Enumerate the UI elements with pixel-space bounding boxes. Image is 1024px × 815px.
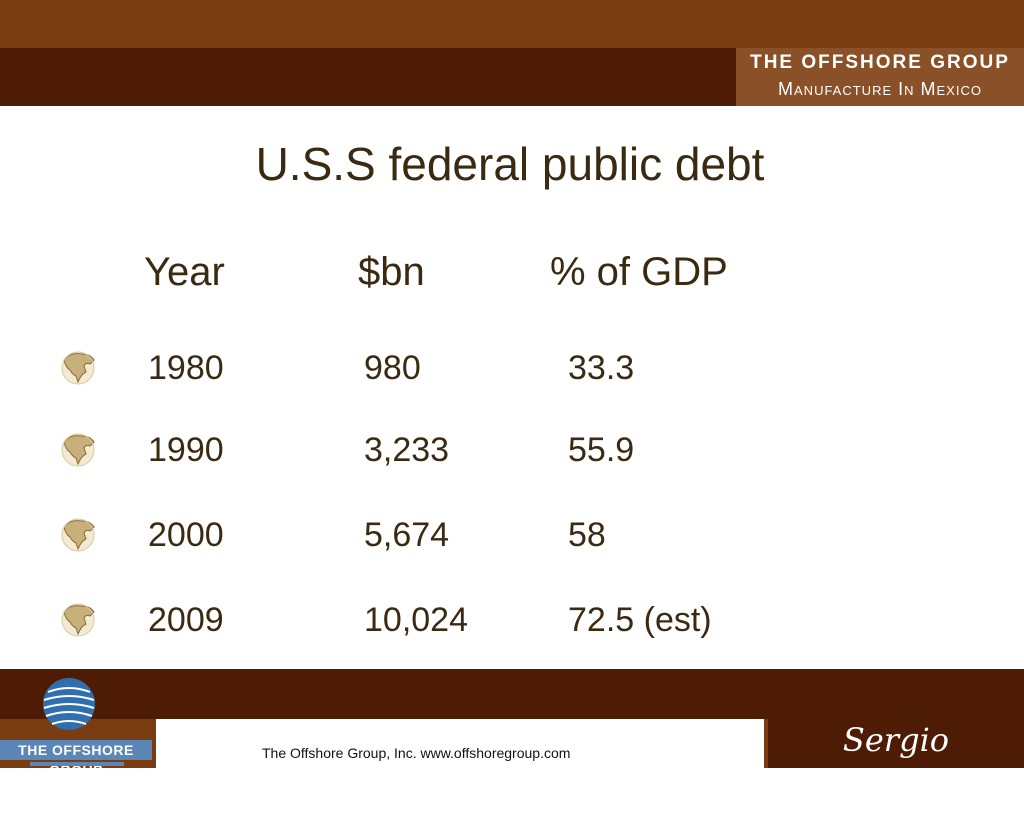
footer-text: The Offshore Group, Inc. www.offshoregro… [262,745,571,761]
brand-line-2: Manufacture In Mexico [778,79,982,99]
footer-text-area [156,719,764,768]
cell-year: 1980 [148,349,224,387]
brand-header-logo: THE OFFSHORE GROUP Manufacture In Mexico [736,48,1024,106]
logo-wordmark: THE OFFSHORE GROUP [0,740,152,778]
cell-gdp: 58 [568,516,606,554]
cell-bn: 10,024 [364,601,468,639]
cell-year: 2009 [148,601,224,639]
north-america-globe-icon [56,515,100,555]
cell-year: 2000 [148,516,224,554]
brand-line-1: THE OFFSHORE GROUP [750,52,1010,73]
slide-title: U.S.S federal public debt [255,138,765,190]
header-top-band [0,0,1024,48]
cell-bn: 980 [364,349,421,387]
logo-underline [30,762,124,766]
cell-gdp: 55.9 [568,431,635,469]
north-america-globe-icon [56,600,100,640]
cell-gdp: 33.3 [568,349,635,387]
signature: Sergio Sarmiento [768,715,1024,809]
column-header-year: Year [144,250,225,294]
column-header-bn: $bn [358,250,425,294]
cell-bn: 3,233 [364,431,450,469]
north-america-globe-icon [56,430,100,470]
north-america-globe-icon [56,348,100,388]
cell-year: 1990 [148,431,224,469]
globe-logo-icon [43,678,95,730]
column-header-gdp: % of GDP [550,250,728,294]
footer-top-band [0,669,1024,719]
cell-gdp: 72.5 (est) [568,601,712,639]
offshore-group-logo [0,672,156,768]
cell-bn: 5,674 [364,516,450,554]
